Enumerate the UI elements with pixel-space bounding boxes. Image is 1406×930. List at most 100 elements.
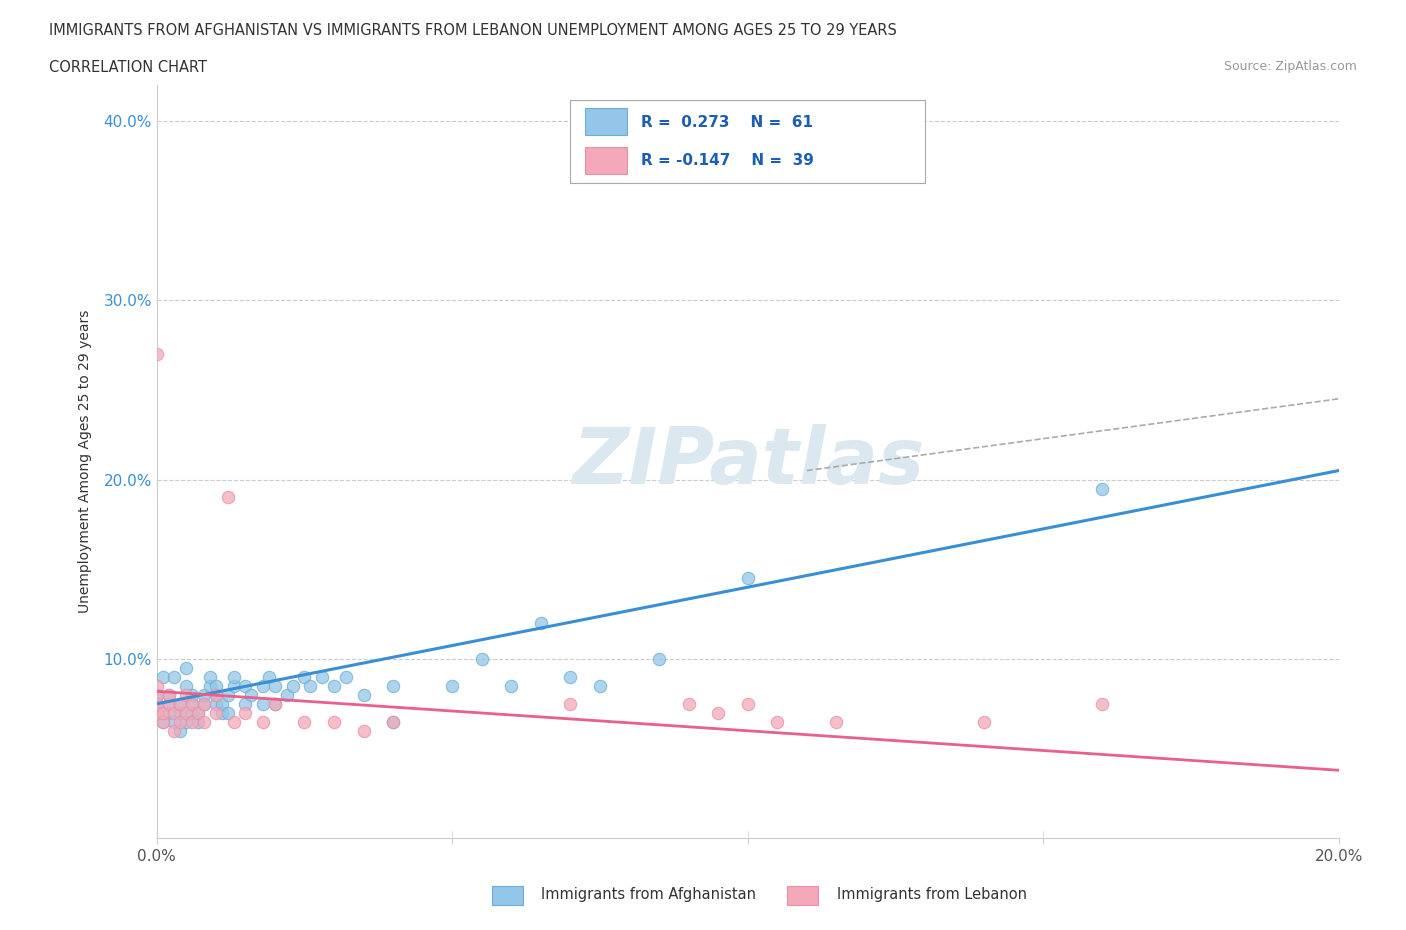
- Point: [181, 714, 204, 729]
- Point: [163, 670, 186, 684]
- Point: [973, 714, 995, 729]
- Point: [353, 687, 375, 702]
- Point: [299, 679, 322, 694]
- Point: [205, 679, 228, 694]
- Point: [281, 679, 304, 694]
- Point: [264, 697, 287, 711]
- Point: [530, 616, 553, 631]
- Point: [169, 724, 191, 738]
- Point: [252, 697, 274, 711]
- Point: [294, 670, 316, 684]
- Point: [1091, 481, 1114, 496]
- Point: [501, 679, 523, 694]
- Y-axis label: Unemployment Among Ages 25 to 29 years: Unemployment Among Ages 25 to 29 years: [79, 310, 93, 613]
- Point: [222, 714, 245, 729]
- Point: [471, 652, 494, 667]
- Point: [382, 679, 405, 694]
- Text: Immigrants from Lebanon: Immigrants from Lebanon: [837, 887, 1026, 902]
- Point: [169, 714, 191, 729]
- Point: [187, 705, 209, 720]
- Text: IMMIGRANTS FROM AFGHANISTAN VS IMMIGRANTS FROM LEBANON UNEMPLOYMENT AMONG AGES 2: IMMIGRANTS FROM AFGHANISTAN VS IMMIGRANT…: [49, 23, 897, 38]
- Point: [240, 687, 263, 702]
- Point: [174, 679, 197, 694]
- Point: [145, 687, 167, 702]
- Point: [163, 714, 186, 729]
- Point: [648, 652, 671, 667]
- Text: Source: ZipAtlas.com: Source: ZipAtlas.com: [1223, 60, 1357, 73]
- Point: [157, 697, 180, 711]
- Text: Immigrants from Afghanistan: Immigrants from Afghanistan: [541, 887, 756, 902]
- Point: [1091, 697, 1114, 711]
- Point: [205, 705, 228, 720]
- Point: [193, 697, 215, 711]
- Point: [211, 705, 233, 720]
- Point: [152, 714, 174, 729]
- Point: [157, 705, 180, 720]
- Point: [145, 687, 167, 702]
- Point: [222, 679, 245, 694]
- Point: [235, 705, 257, 720]
- Point: [222, 670, 245, 684]
- Point: [181, 687, 204, 702]
- Point: [169, 697, 191, 711]
- Point: [211, 697, 233, 711]
- Point: [766, 714, 789, 729]
- Text: ZIPatlas: ZIPatlas: [572, 423, 924, 499]
- Point: [152, 714, 174, 729]
- Point: [145, 697, 167, 711]
- Point: [174, 714, 197, 729]
- Point: [174, 705, 197, 720]
- Point: [217, 490, 239, 505]
- Point: [560, 697, 582, 711]
- Point: [276, 687, 298, 702]
- Point: [181, 697, 204, 711]
- Point: [264, 679, 287, 694]
- Point: [217, 687, 239, 702]
- Point: [187, 705, 209, 720]
- Point: [169, 705, 191, 720]
- Point: [169, 697, 191, 711]
- Point: [205, 687, 228, 702]
- Point: [157, 697, 180, 711]
- Point: [163, 724, 186, 738]
- Point: [157, 687, 180, 702]
- Point: [174, 687, 197, 702]
- Point: [737, 697, 759, 711]
- Point: [193, 697, 215, 711]
- Point: [174, 660, 197, 675]
- Point: [382, 714, 405, 729]
- Point: [294, 714, 316, 729]
- Point: [163, 705, 186, 720]
- Point: [181, 697, 204, 711]
- Text: CORRELATION CHART: CORRELATION CHART: [49, 60, 207, 75]
- Point: [560, 670, 582, 684]
- Point: [825, 714, 848, 729]
- Point: [193, 714, 215, 729]
- Point: [217, 705, 239, 720]
- Point: [382, 714, 405, 729]
- Point: [257, 670, 280, 684]
- Point: [707, 705, 730, 720]
- Point: [145, 347, 167, 362]
- Point: [198, 679, 221, 694]
- Point: [145, 705, 167, 720]
- Point: [678, 697, 700, 711]
- Point: [145, 697, 167, 711]
- Point: [205, 687, 228, 702]
- Point: [335, 670, 357, 684]
- Point: [187, 714, 209, 729]
- Point: [252, 679, 274, 694]
- Point: [235, 697, 257, 711]
- Point: [152, 705, 174, 720]
- Point: [737, 571, 759, 586]
- Point: [152, 670, 174, 684]
- Point: [323, 714, 346, 729]
- Point: [235, 679, 257, 694]
- Point: [252, 714, 274, 729]
- Point: [441, 679, 464, 694]
- Point: [145, 705, 167, 720]
- Point: [198, 670, 221, 684]
- Point: [193, 687, 215, 702]
- Point: [589, 679, 612, 694]
- Point: [311, 670, 333, 684]
